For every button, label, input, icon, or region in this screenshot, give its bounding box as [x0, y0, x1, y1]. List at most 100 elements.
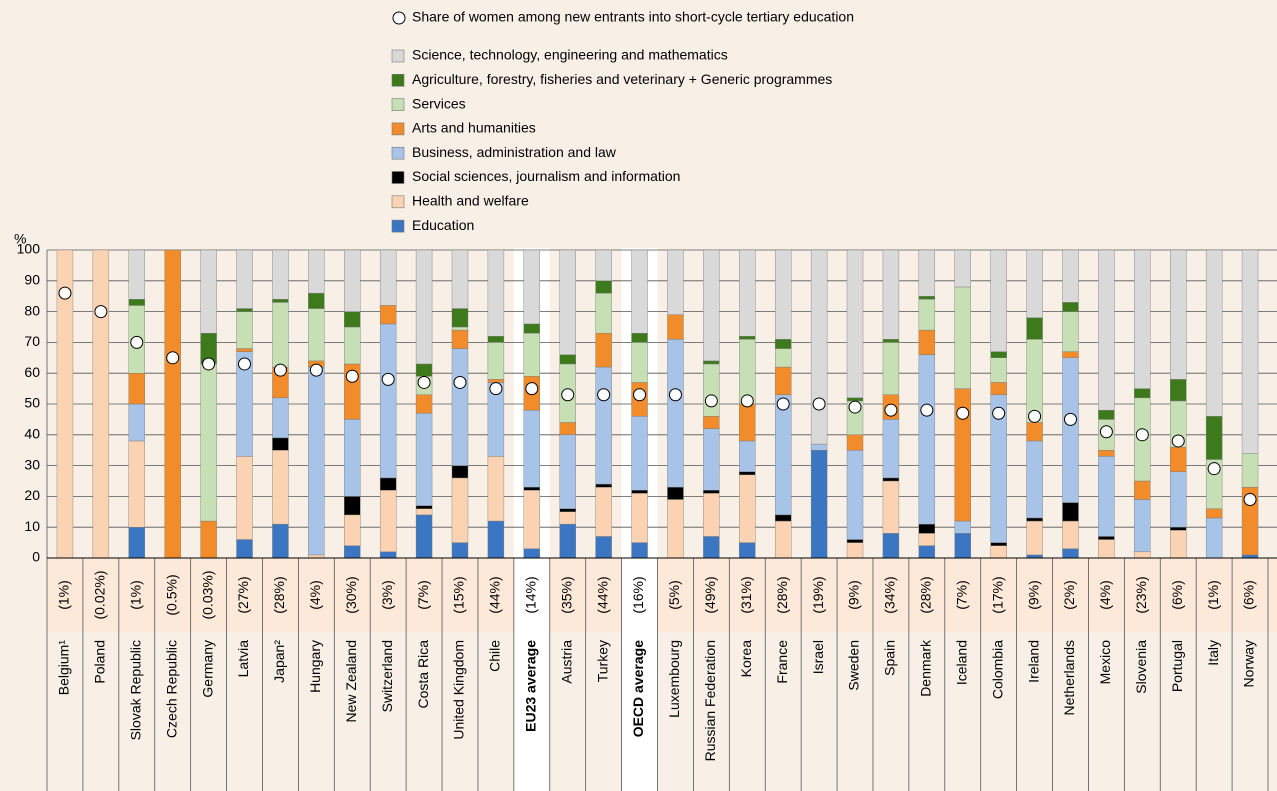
- bar-segment: [1241, 453, 1259, 488]
- share-label: (28%): [774, 576, 790, 613]
- women-share-marker: [1243, 492, 1257, 506]
- y-tick-label: 80: [24, 302, 40, 318]
- legend-swatch: [391, 122, 405, 136]
- bar-segment: [1026, 440, 1043, 519]
- bar-segment: [451, 542, 469, 559]
- share-label: (0.02%): [92, 570, 108, 619]
- bar-segment: [344, 514, 361, 546]
- bar-segment: [918, 329, 936, 355]
- bar-segment: [344, 419, 361, 497]
- x-tick-label: OECD average: [630, 640, 646, 737]
- legend-label: Services: [412, 95, 466, 111]
- bar-segment: [344, 311, 361, 328]
- x-tick-label: Norway: [1241, 640, 1257, 687]
- bar-segment: [1205, 416, 1223, 460]
- bar-segment: [990, 351, 1007, 359]
- bar-segment: [559, 249, 576, 355]
- bar-segment: [667, 339, 684, 488]
- bar-segment: [272, 302, 289, 368]
- share-label: (5%): [666, 580, 682, 610]
- bar-segment: [703, 490, 720, 494]
- share-label: (15%): [451, 576, 467, 613]
- bar-segment: [200, 363, 217, 522]
- x-tick-label: Hungary: [307, 640, 323, 693]
- women-share-marker: [668, 388, 682, 402]
- bar-segment: [918, 299, 936, 331]
- bar-segment: [1205, 249, 1223, 417]
- bar-segment: [272, 249, 289, 300]
- y-tick-label: 50: [24, 395, 40, 411]
- bar-segment: [236, 308, 253, 312]
- legend-swatch: [391, 171, 405, 184]
- share-label: (23%): [1133, 576, 1149, 613]
- women-share-marker: [633, 388, 647, 402]
- bar-segment: [559, 354, 576, 365]
- bar-segment: [774, 514, 792, 522]
- bar-segment: [1062, 357, 1079, 503]
- x-tick-label: Switzerland: [379, 640, 395, 712]
- bar-segment: [487, 336, 505, 343]
- x-tick-label: Slovenia: [1133, 640, 1149, 694]
- bar-segment: [882, 480, 900, 534]
- bar-segment: [703, 493, 720, 537]
- bar-segment: [667, 499, 684, 559]
- bar-segment: [1170, 527, 1187, 531]
- bar-segment: [128, 249, 145, 300]
- women-share-marker: [202, 357, 216, 371]
- bar-segment: [128, 440, 145, 528]
- bar-segment: [774, 366, 792, 395]
- bar-segment: [1134, 388, 1151, 399]
- x-tick-label: Czech Republic: [163, 640, 179, 738]
- bar-segment: [559, 523, 576, 559]
- x-tick-label: EU23 average: [523, 640, 539, 732]
- share-label: (7%): [415, 580, 431, 610]
- women-share-marker: [1063, 412, 1077, 426]
- bar-segment: [1062, 351, 1079, 359]
- bar-segment: [882, 477, 900, 482]
- x-tick-label: Russian Federation: [702, 640, 718, 761]
- x-tick-label: Austria: [558, 640, 574, 684]
- bar-segment: [379, 323, 397, 479]
- bar-segment: [918, 249, 936, 297]
- bar-segment: [200, 520, 217, 559]
- bar-segment: [308, 366, 325, 556]
- bar-segment: [882, 339, 900, 343]
- bar-segment: [523, 486, 541, 491]
- bar-segment: [1026, 317, 1043, 340]
- legend-label: Education: [412, 217, 474, 233]
- x-tick-label: Chile: [487, 640, 503, 672]
- legend-label: Arts and humanities: [412, 120, 536, 136]
- bar-segment: [487, 249, 505, 337]
- bar-segment: [236, 456, 253, 540]
- bar-segment: [774, 339, 792, 349]
- bar-segment: [200, 249, 217, 334]
- bar-segment: [882, 533, 900, 559]
- bar-segment: [272, 299, 289, 303]
- bar-segment: [882, 249, 900, 340]
- x-tick-label: Turkey: [594, 640, 610, 682]
- bar-segment: [595, 536, 612, 559]
- bar-segment: [1098, 249, 1115, 411]
- bar-segment: [128, 299, 145, 306]
- bar-segment: [990, 357, 1007, 383]
- bar-segment: [1062, 548, 1079, 559]
- bar-segment: [272, 397, 289, 439]
- share-label: (9%): [846, 580, 862, 610]
- bar-segment: [1098, 539, 1115, 559]
- share-label: (44%): [487, 576, 503, 613]
- bar-segment: [523, 409, 541, 488]
- bar-segment: [379, 477, 397, 491]
- bar-segment: [667, 249, 684, 315]
- share-label: (0.5%): [163, 574, 179, 615]
- women-share-marker: [812, 397, 826, 411]
- bar-segment: [595, 366, 612, 485]
- x-tick-label: Netherlands: [1061, 640, 1077, 716]
- women-share-marker: [166, 351, 180, 365]
- women-share-marker: [1135, 428, 1149, 442]
- bar-segment: [739, 474, 756, 543]
- bar-segment: [379, 249, 397, 306]
- women-share-marker: [489, 382, 503, 396]
- share-label: (6%): [1241, 580, 1257, 610]
- bar-segment: [523, 548, 541, 559]
